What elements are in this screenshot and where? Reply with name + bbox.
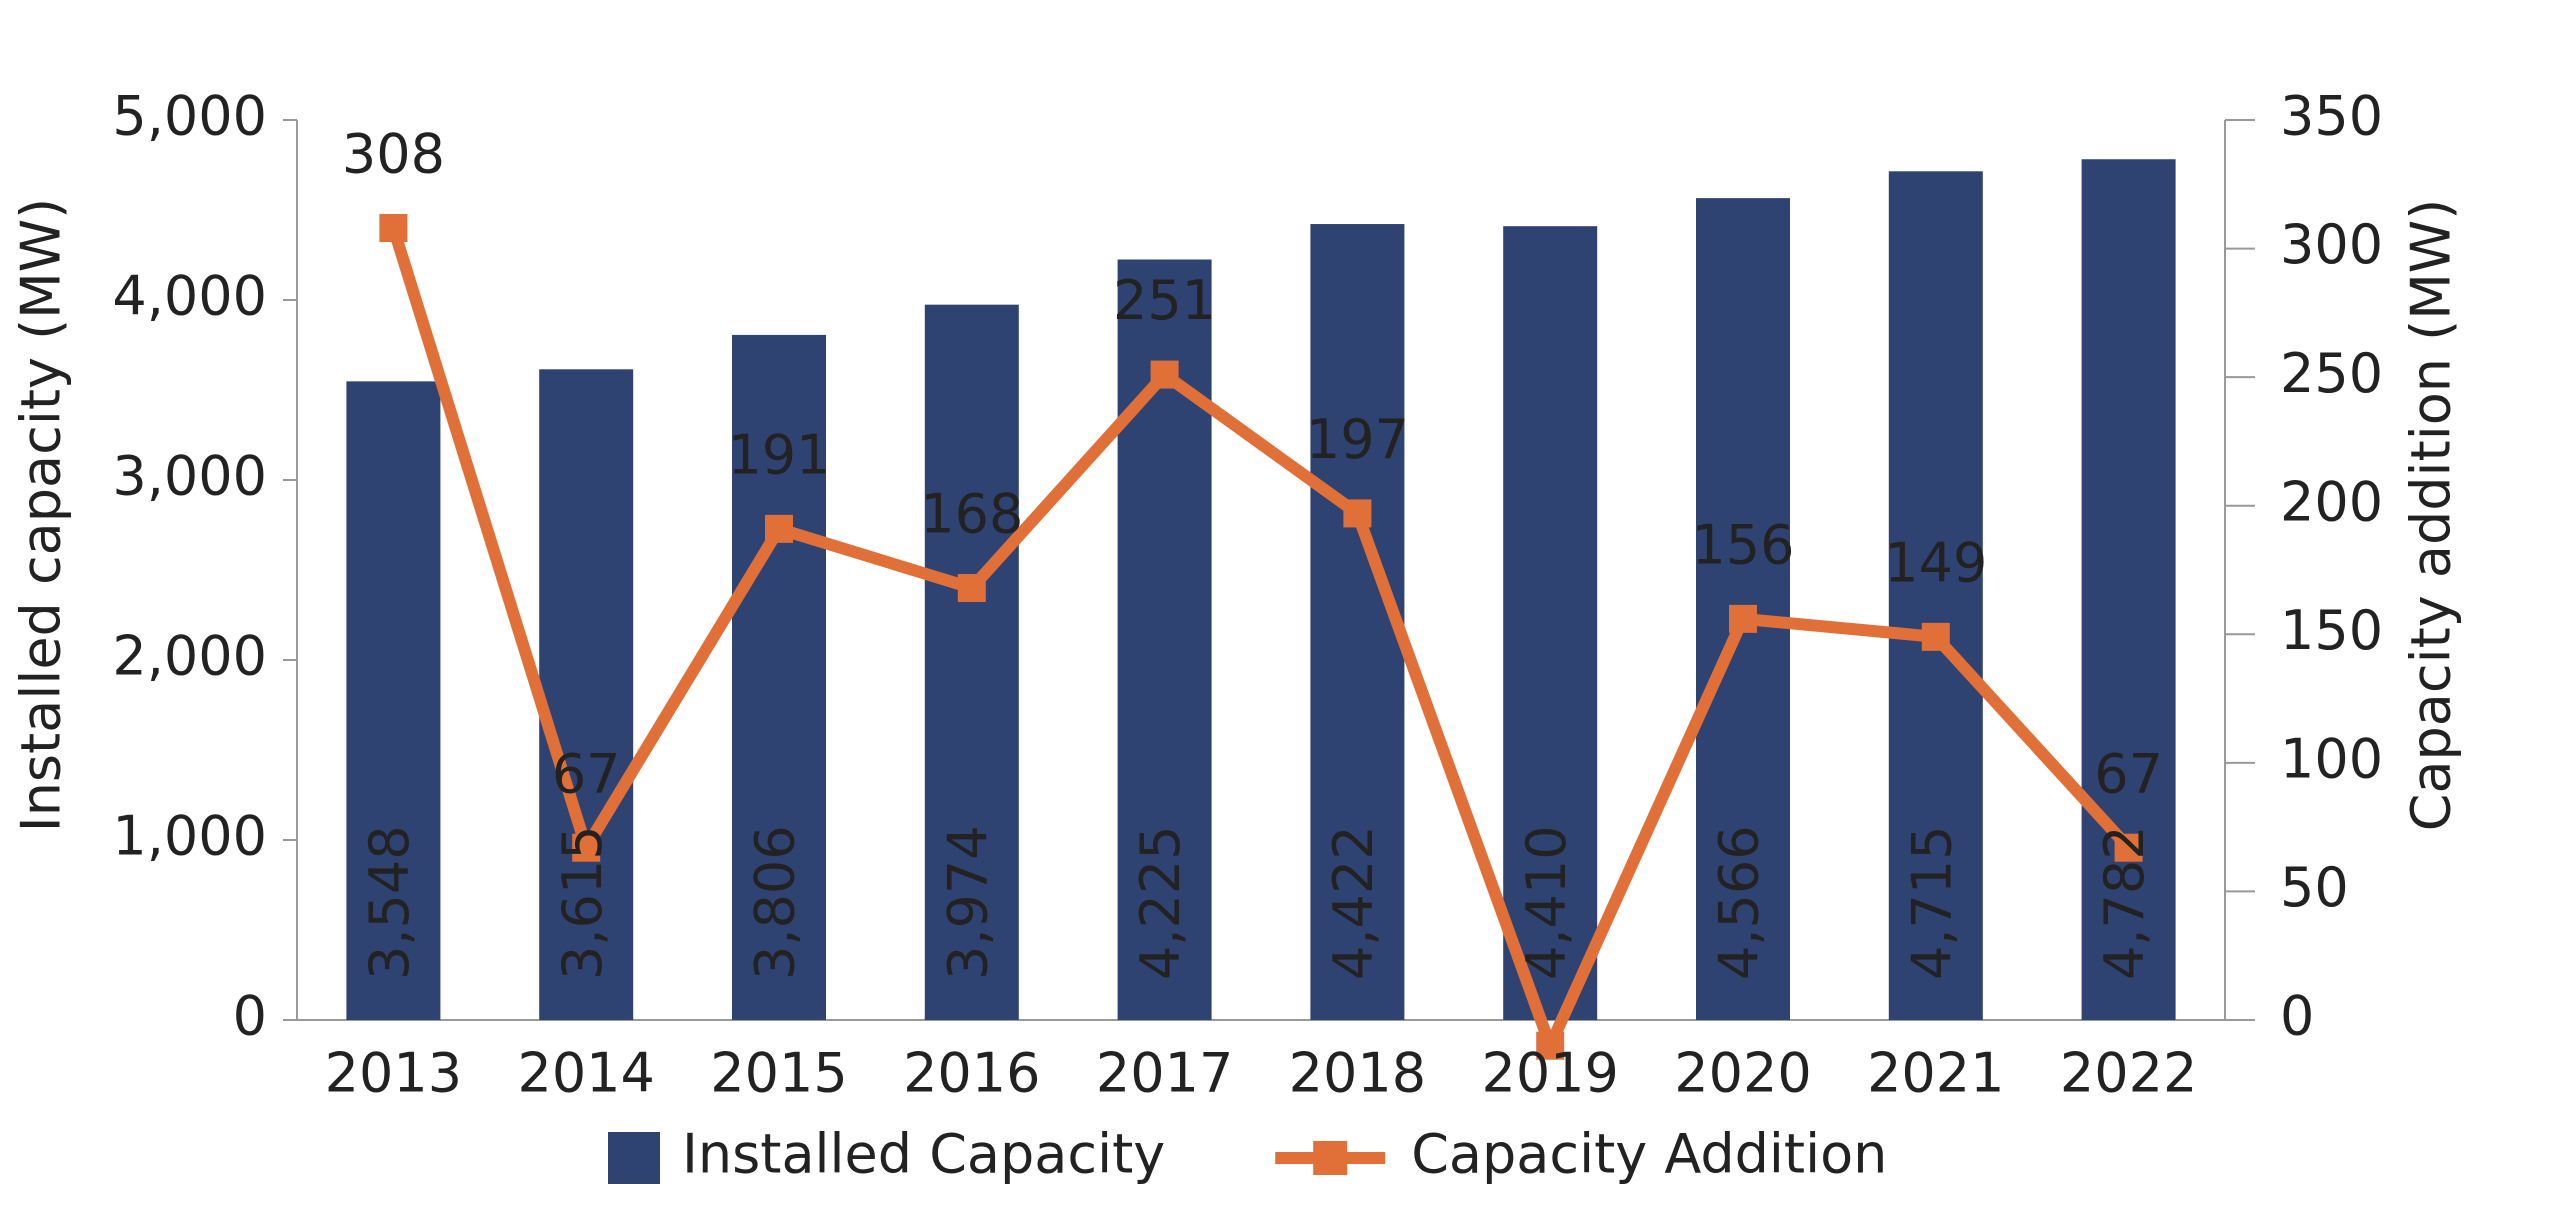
y-tick-label: 2,000 — [112, 625, 267, 688]
y2-tick-label: 0 — [2280, 985, 2314, 1048]
x-tick-label: 2021 — [1867, 1042, 2004, 1105]
bar — [539, 369, 634, 1020]
line-marker — [572, 833, 601, 862]
y-tick-label: 4,000 — [112, 265, 267, 328]
legend-swatch — [608, 1132, 660, 1184]
bar-value-label: 3,806 — [744, 825, 807, 980]
line-marker — [1536, 1031, 1565, 1060]
bar-value-label: 4,782 — [2093, 825, 2156, 980]
line-value-label: 67 — [2094, 742, 2163, 805]
x-tick-label: 2015 — [710, 1042, 847, 1105]
bar-value-label: 4,715 — [1900, 825, 1963, 980]
y-axis-label: Installed capacity (MW) — [10, 198, 73, 832]
legend-label: Installed Capacity — [682, 1123, 1165, 1186]
line-value-label: 149 — [1884, 531, 1987, 594]
line-value-label: 156 — [1691, 513, 1794, 576]
x-tick-label: 2013 — [325, 1042, 462, 1105]
bar-value-label: 3,615 — [551, 825, 614, 980]
y2-axis-label: Capacity addition (MW) — [2400, 199, 2463, 832]
x-tick-label: 2017 — [1096, 1042, 1233, 1105]
x-tick-label: 2019 — [1481, 1042, 1618, 1105]
line-marker — [957, 574, 986, 602]
x-tick-label: 2022 — [2060, 1042, 2197, 1105]
bar — [732, 334, 826, 1020]
x-tick-label: 2020 — [1674, 1042, 1811, 1105]
y2-tick-label: 50 — [2280, 856, 2349, 919]
bar — [1310, 224, 1405, 1021]
bar — [346, 381, 441, 1020]
bar — [924, 304, 1019, 1020]
line-marker — [1921, 622, 1950, 651]
line-marker — [1729, 604, 1757, 633]
bar — [2081, 159, 2176, 1021]
line-marker — [1150, 360, 1179, 389]
bar-value-label: 4,410 — [1515, 825, 1578, 980]
bar — [1503, 226, 1598, 1020]
x-tick-label: 2018 — [1289, 1042, 1426, 1105]
legend-label: Capacity Addition — [1411, 1123, 1887, 1186]
y2-tick-label: 300 — [2280, 213, 2383, 276]
y-tick-label: 5,000 — [112, 85, 267, 148]
bar-value-label: 4,422 — [1322, 825, 1385, 980]
y2-tick-label: 150 — [2280, 599, 2383, 662]
legend-swatch — [1313, 1141, 1348, 1175]
y-tick-label: 0 — [233, 985, 267, 1048]
line-value-label: 67 — [552, 742, 621, 805]
x-tick-label: 2016 — [903, 1042, 1040, 1105]
line-value-label: 251 — [1113, 269, 1216, 332]
line-marker — [765, 514, 793, 543]
y2-tick-label: 350 — [2280, 85, 2383, 148]
line-marker — [1343, 499, 1372, 528]
line-marker — [379, 214, 408, 242]
bar-value-label: 3,548 — [358, 825, 421, 980]
y2-tick-label: 200 — [2280, 470, 2383, 533]
line-marker — [2114, 833, 2143, 862]
y-tick-label: 1,000 — [112, 805, 267, 868]
bar-value-label: 4,225 — [1129, 825, 1192, 980]
x-tick-label: 2014 — [517, 1042, 654, 1105]
line — [387, 226, 2134, 1052]
bar — [1888, 171, 1983, 1021]
line-value-label: 197 — [1306, 408, 1409, 471]
line-value-label: 191 — [727, 423, 830, 486]
line-value-label: 168 — [920, 483, 1023, 546]
y2-tick-label: 250 — [2280, 342, 2383, 405]
bar-value-label: 4,566 — [1708, 825, 1771, 980]
y-tick-label: 3,000 — [112, 445, 267, 508]
bar-value-label: 3,974 — [936, 825, 999, 980]
line-value-label: 308 — [342, 123, 445, 186]
y2-tick-label: 100 — [2280, 727, 2383, 790]
